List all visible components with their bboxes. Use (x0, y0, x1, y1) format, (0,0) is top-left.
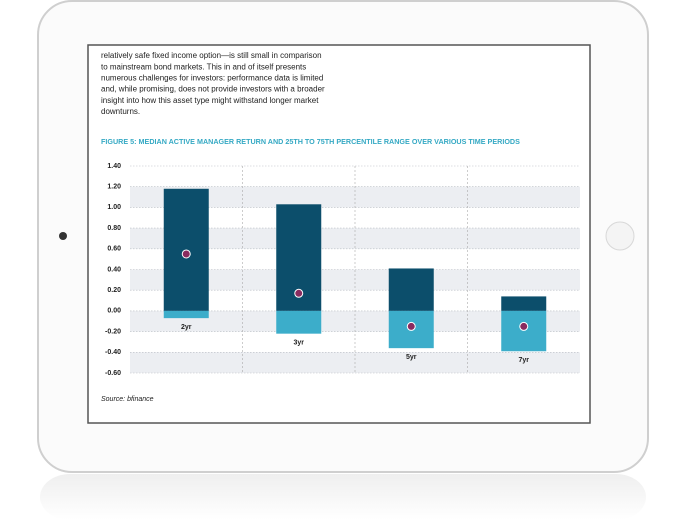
y-tick-label: -0.60 (105, 370, 121, 377)
paragraph-line: relatively safe fixed income option—is s… (101, 51, 322, 60)
bar-lower (276, 310, 322, 334)
y-tick-label: 1.00 (107, 204, 121, 211)
home-button[interactable] (605, 221, 635, 251)
y-tick-label: 0.80 (107, 225, 121, 232)
y-tick-label: 1.40 (107, 163, 121, 170)
x-tick-label: 3yr (293, 340, 304, 347)
bar-lower (501, 310, 547, 352)
source: Source: bfinance (101, 396, 154, 403)
y-tick-label: 0.60 (107, 246, 121, 253)
paragraph-line: numerous challenges for investors: perfo… (101, 74, 323, 83)
median-dot (406, 321, 416, 331)
paragraph-line: to mainstream bond markets. This in and … (101, 62, 306, 71)
x-tick-label: 7yr (518, 357, 529, 364)
bar-upper (501, 296, 547, 311)
x-tick-label: 2yr (181, 324, 192, 331)
y-tick-label: 0.20 (107, 287, 121, 294)
median-dot (294, 288, 304, 298)
y-tick-label: 1.20 (107, 184, 121, 191)
y-tick-label: -0.40 (105, 349, 121, 356)
y-tick-label: 0.40 (107, 266, 121, 273)
paragraph-line: and, while promising, does not provide i… (101, 85, 325, 94)
paragraph-line: downturns. (101, 107, 140, 116)
camera (59, 232, 67, 240)
reflection (40, 474, 646, 520)
x-tick-label: 5yr (406, 354, 417, 361)
chart-title: FIGURE 5: MEDIAN ACTIVE MANAGER RETURN A… (101, 137, 520, 146)
median-dot (181, 249, 191, 259)
y-tick-label: -0.20 (105, 328, 121, 335)
bar-lower (163, 310, 209, 319)
paragraph-line: insight into how this asset type might w… (101, 96, 319, 105)
median-dot (519, 321, 529, 331)
bar-upper (388, 268, 434, 311)
y-tick-label: 0.00 (107, 308, 121, 315)
